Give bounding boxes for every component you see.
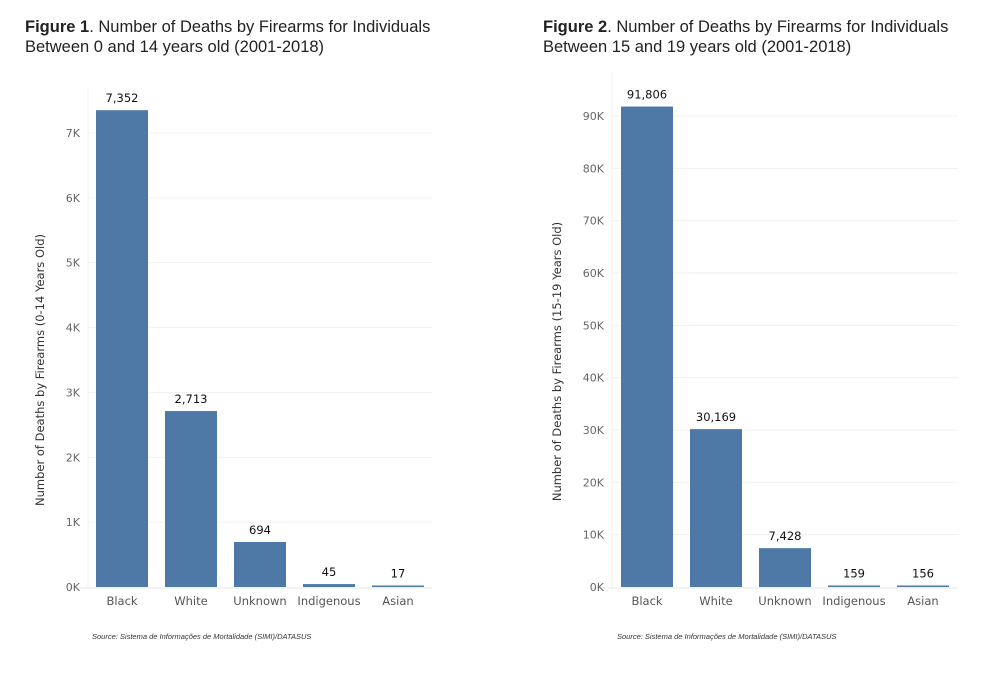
bar-indigenous	[303, 584, 355, 587]
data-label: 156	[912, 567, 934, 581]
bar-black	[96, 110, 148, 587]
x-tick-label: Unknown	[758, 594, 811, 608]
x-tick-label: Black	[106, 594, 137, 608]
figure-1-label: Figure 1	[25, 18, 90, 36]
figure-1-source: Source: Sistema de Informações de Mortal…	[92, 632, 312, 641]
data-label: 159	[843, 567, 865, 581]
bar-unknown	[234, 541, 286, 587]
figure-2-title-line1: . Number of Deaths by Firearms for Indiv…	[607, 18, 949, 36]
y-tick-label: 20K	[583, 476, 605, 489]
x-tick-label: Asian	[382, 594, 413, 608]
data-label: 7,352	[106, 91, 139, 105]
y-axis-label: Number of Deaths by Firearms (15-19 Year…	[550, 222, 564, 501]
data-label: 30,169	[696, 410, 736, 424]
y-tick-label: 10K	[583, 529, 605, 542]
y-tick-label: 7K	[66, 127, 81, 140]
bar-asian	[897, 585, 949, 587]
y-tick-label: 6K	[66, 192, 81, 205]
y-tick-label: 40K	[583, 372, 605, 385]
y-axis-label: Number of Deaths by Firearms (0-14 Years…	[33, 234, 47, 506]
figure-2-label: Figure 2	[543, 18, 608, 36]
y-tick-label: 30K	[583, 424, 605, 437]
data-label: 45	[322, 565, 337, 579]
bar-asian	[372, 585, 424, 587]
y-tick-label: 50K	[583, 319, 605, 332]
figure-2-title-line2: Between 15 and 19 years old (2001-2018)	[543, 38, 852, 56]
y-tick-label: 0K	[590, 581, 605, 594]
y-tick-label: 70K	[583, 215, 605, 228]
x-tick-label: White	[699, 594, 732, 608]
x-tick-label: Asian	[907, 594, 938, 608]
y-tick-label: 2K	[66, 451, 81, 464]
data-label: 2,713	[175, 392, 208, 406]
data-label: 17	[391, 567, 406, 581]
y-tick-label: 1K	[66, 516, 81, 529]
data-label: 91,806	[627, 88, 667, 102]
x-tick-label: Indigenous	[297, 594, 360, 608]
y-tick-label: 60K	[583, 267, 605, 280]
figure-1-title: Figure 1. Number of Deaths by Firearms f…	[25, 17, 430, 57]
y-tick-label: 0K	[66, 581, 81, 594]
bar-indigenous	[828, 585, 880, 587]
x-tick-label: Unknown	[233, 594, 286, 608]
bar-white	[690, 429, 742, 587]
y-tick-label: 80K	[583, 162, 605, 175]
figure-1-title-line1: . Number of Deaths by Firearms for Indiv…	[89, 18, 431, 36]
figure-2-title: Figure 2. Number of Deaths by Firearms f…	[543, 17, 948, 57]
figure-1-title-line2: Between 0 and 14 years old (2001-2018)	[25, 38, 325, 56]
bar-unknown	[759, 548, 811, 587]
bar-white	[165, 411, 217, 587]
y-tick-label: 4K	[66, 322, 81, 335]
x-tick-label: Black	[631, 594, 662, 608]
data-label: 7,428	[769, 529, 802, 543]
x-tick-label: White	[174, 594, 207, 608]
y-tick-label: 90K	[583, 110, 605, 123]
figure-2-source: Source: Sistema de Informações de Mortal…	[617, 632, 837, 641]
y-tick-label: 5K	[66, 257, 81, 270]
y-tick-label: 3K	[66, 386, 81, 399]
bar-black	[621, 106, 673, 588]
x-tick-label: Indigenous	[822, 594, 885, 608]
data-label: 694	[249, 523, 271, 537]
